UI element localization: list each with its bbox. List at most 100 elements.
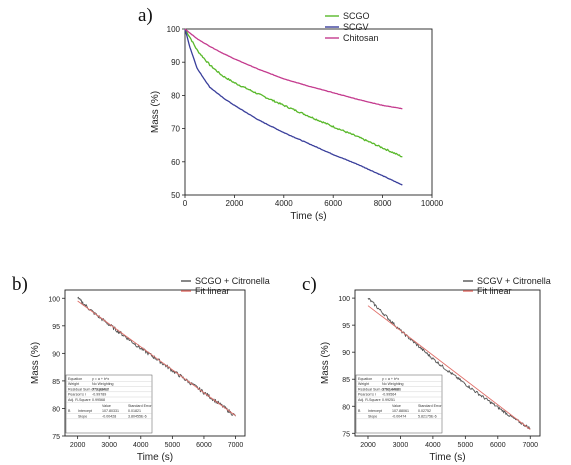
fit-table-key: Residual Sum of Squares bbox=[68, 387, 109, 391]
fit-table-param: 0.02752 bbox=[418, 409, 431, 413]
x-tick-label: 5000 bbox=[458, 442, 474, 449]
y-tick-label: 50 bbox=[171, 191, 180, 200]
y-tick-label: 90 bbox=[342, 350, 350, 357]
chart-panel-c: c) 2000 3000 4000 5000 6000 7000 75 80 85 90 95 100 T… bbox=[302, 274, 551, 463]
fit-table-key: Adj. R-Square bbox=[358, 398, 381, 402]
y-axis-title: Mass (%) bbox=[150, 91, 161, 133]
series-line-1 bbox=[77, 300, 236, 416]
x-tick-label: 2000 bbox=[360, 442, 376, 449]
y-axis-title: Mass (%) bbox=[320, 342, 331, 384]
fit-table-key: Residual Sum of Squares bbox=[358, 387, 399, 391]
y-tick-label: 60 bbox=[171, 158, 180, 167]
y-tick-label: 90 bbox=[52, 351, 60, 358]
fit-table-header: Value bbox=[102, 404, 111, 408]
y-axis-title: Mass (%) bbox=[30, 342, 41, 384]
x-tick-label: 10000 bbox=[421, 199, 444, 208]
fit-table-param: B bbox=[68, 409, 71, 413]
y-tick-label: 100 bbox=[48, 296, 60, 303]
legend-label: SCGV + Citronella bbox=[477, 276, 551, 286]
x-tick-label: 7000 bbox=[228, 442, 244, 449]
fit-table-value: y = a + b*x bbox=[382, 377, 399, 381]
y-tick-label: 85 bbox=[342, 377, 350, 384]
fit-table-key: Pearson's r bbox=[68, 393, 87, 397]
fit-statistics-table: Equation y = a + b*x Weight No WeightingRes… bbox=[65, 374, 153, 434]
legend-label: Fit linear bbox=[195, 286, 230, 296]
chart-panel-b: b) 2000 3000 4000 5000 6000 7000 75 80 85 90 95 100 T… bbox=[12, 274, 270, 463]
y-tick-label: 75 bbox=[342, 431, 350, 438]
x-tick-label: 3000 bbox=[101, 442, 117, 449]
x-tick-label: 3000 bbox=[393, 442, 409, 449]
panel-label: a) bbox=[138, 5, 153, 26]
fit-table-param: Slope bbox=[368, 414, 377, 418]
y-tick-label: 90 bbox=[171, 58, 180, 67]
fit-table-value: y = a + b*x bbox=[92, 377, 109, 381]
x-tick-label: 7000 bbox=[522, 442, 538, 449]
legend-label: SCGV bbox=[343, 22, 369, 32]
panel-label: c) bbox=[302, 274, 317, 295]
series-line-0 bbox=[184, 28, 403, 158]
x-tick-label: 4000 bbox=[425, 442, 441, 449]
fit-table-value: 0.99568 bbox=[92, 398, 105, 402]
fit-table-param: 107.80331 bbox=[102, 409, 119, 413]
fit-table-param: 5.82175E-6 bbox=[418, 414, 437, 418]
panel-label: b) bbox=[12, 274, 28, 295]
y-tick-label: 95 bbox=[342, 323, 350, 330]
series-line-2 bbox=[184, 28, 403, 110]
x-axis-title: Time (s) bbox=[290, 211, 326, 222]
fit-statistics-table: Equation y = a + b*x Weight No WeightingRes… bbox=[355, 374, 442, 434]
fit-table-value: -0.99564 bbox=[382, 393, 396, 397]
fit-table-value: No Weighting bbox=[382, 382, 404, 386]
x-tick-label: 2000 bbox=[226, 199, 244, 208]
fit-table-key: Weight bbox=[358, 382, 369, 386]
legend-label: SCGO bbox=[343, 11, 370, 21]
plot-frame bbox=[354, 289, 541, 437]
y-tick-label: 80 bbox=[342, 404, 350, 411]
fit-table-param: 107.88061 bbox=[392, 409, 409, 413]
y-tick-label: 100 bbox=[167, 25, 181, 34]
fit-table-value: 773.93417 bbox=[92, 387, 109, 391]
series-line-1 bbox=[367, 305, 531, 430]
chart-panel-a: a) 0 2000 4000 6000 8000 10000 50 60 70 80 90 100 Tim… bbox=[138, 5, 444, 222]
fit-table-param: 0.01821 bbox=[128, 409, 141, 413]
fit-table-param: 3.80455E-6 bbox=[128, 414, 147, 418]
fit-table-key: Adj. R-Square bbox=[68, 398, 91, 402]
fit-table-frame bbox=[65, 374, 153, 434]
fit-table-param: B bbox=[358, 409, 361, 413]
fit-table-key: Equation bbox=[68, 377, 82, 381]
y-tick-label: 70 bbox=[171, 125, 180, 134]
fit-table-header: Standard Error bbox=[128, 404, 152, 408]
x-axis-title: Time (s) bbox=[429, 452, 465, 463]
y-tick-label: 75 bbox=[52, 434, 60, 441]
fit-table-header: Standard Error bbox=[418, 404, 442, 408]
fit-table-header: Value bbox=[392, 404, 401, 408]
fit-table-key: Weight bbox=[68, 382, 79, 386]
x-tick-label: 0 bbox=[183, 199, 188, 208]
plot-frame bbox=[64, 289, 246, 437]
series-line-1 bbox=[184, 28, 403, 186]
x-tick-label: 2000 bbox=[70, 442, 86, 449]
plot-frame bbox=[184, 28, 433, 196]
x-tick-label: 6000 bbox=[490, 442, 506, 449]
fit-table-param: Slope bbox=[78, 414, 87, 418]
x-tick-label: 4000 bbox=[133, 442, 149, 449]
y-tick-label: 95 bbox=[52, 324, 60, 331]
fit-table-param: -0.00428 bbox=[102, 414, 116, 418]
legend-label: Chitosan bbox=[343, 33, 379, 43]
y-tick-label: 85 bbox=[52, 379, 60, 386]
x-axis-title: Time (s) bbox=[137, 452, 173, 463]
fit-table-key: Equation bbox=[358, 377, 372, 381]
x-tick-label: 4000 bbox=[275, 199, 293, 208]
x-tick-label: 5000 bbox=[165, 442, 181, 449]
fit-table-value: -0.99789 bbox=[92, 393, 106, 397]
y-tick-label: 80 bbox=[171, 91, 180, 100]
fit-table-param: -0.00474 bbox=[392, 414, 406, 418]
fit-table-param: Intercept bbox=[78, 409, 92, 413]
x-tick-label: 6000 bbox=[196, 442, 212, 449]
fit-table-param: Intercept bbox=[368, 409, 382, 413]
y-tick-label: 80 bbox=[52, 406, 60, 413]
fit-table-value: No Weighting bbox=[92, 382, 114, 386]
